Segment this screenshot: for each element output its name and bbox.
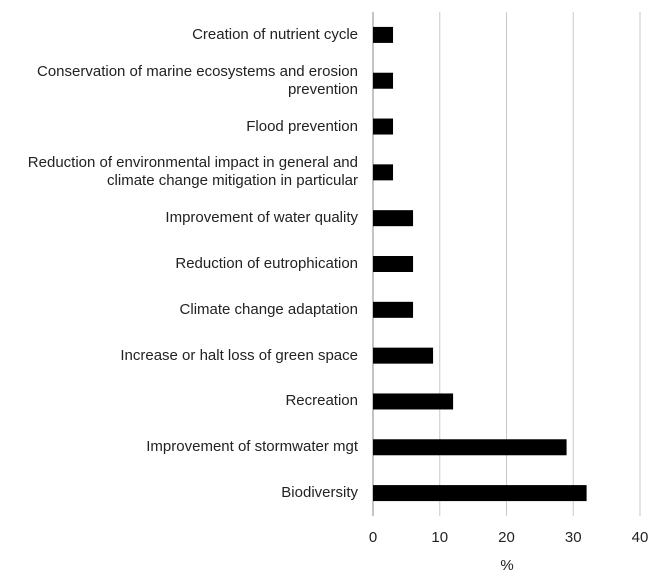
bar (373, 485, 587, 502)
x-tick-label: 40 (632, 529, 649, 546)
y-tick-label: Improvement of water quality (165, 209, 358, 227)
x-tick-label: 10 (431, 529, 448, 546)
y-tick-label: Climate change adaptation (179, 300, 358, 318)
y-tick-label: Creation of nutrient cycle (192, 25, 358, 43)
y-tick-label: Improvement of stormwater mgt (146, 438, 358, 456)
bar (373, 301, 414, 318)
y-tick-label: Increase or halt loss of green space (120, 346, 358, 364)
y-tick-label: Flood prevention (246, 117, 358, 135)
bar (373, 72, 394, 89)
x-axis-label: % (500, 557, 513, 574)
bar (373, 256, 414, 272)
bar (373, 439, 567, 456)
y-tick-label: Reduction of eutrophication (175, 255, 358, 272)
x-tick-label: 30 (565, 529, 582, 546)
bar (373, 210, 414, 227)
y-tick-label: Biodiversity (281, 484, 358, 502)
y-tick-label: Recreation (285, 392, 358, 410)
y-tick-label: Conservation of marine ecosystems and er… (37, 62, 358, 98)
x-tick-label: 0 (369, 529, 377, 546)
bar (373, 118, 394, 135)
y-tick-label: Reduction of environmental impact in gen… (27, 154, 358, 190)
bar (373, 393, 454, 410)
bar (373, 347, 434, 364)
bar (373, 26, 394, 43)
x-tick-label: 20 (498, 529, 515, 546)
bar (373, 164, 394, 181)
